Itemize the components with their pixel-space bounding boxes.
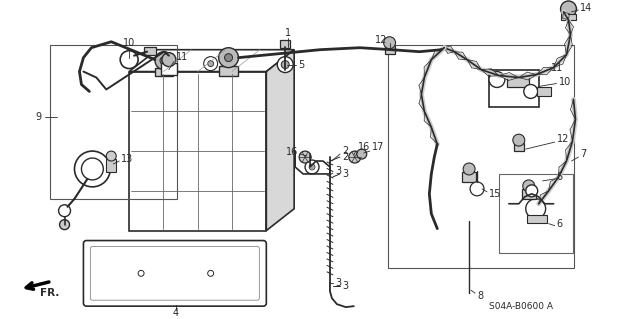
Text: 16: 16 <box>358 142 370 152</box>
Text: 3: 3 <box>335 166 341 176</box>
Circle shape <box>561 1 577 17</box>
Bar <box>462 172 476 182</box>
Bar <box>514 143 524 151</box>
Text: 2: 2 <box>342 146 348 156</box>
Text: FR.: FR. <box>40 288 59 298</box>
Circle shape <box>162 53 176 67</box>
Circle shape <box>277 57 293 72</box>
Bar <box>385 46 394 54</box>
Bar <box>499 174 573 254</box>
Polygon shape <box>266 50 294 231</box>
Text: 16: 16 <box>286 147 298 157</box>
FancyBboxPatch shape <box>83 241 266 306</box>
Text: 2: 2 <box>342 152 348 162</box>
Circle shape <box>208 61 214 67</box>
Circle shape <box>106 151 116 161</box>
Text: 11: 11 <box>550 63 563 73</box>
Circle shape <box>463 163 475 175</box>
Text: 14: 14 <box>580 3 593 13</box>
Circle shape <box>155 52 173 70</box>
Polygon shape <box>219 66 239 76</box>
Bar <box>388 45 575 268</box>
Circle shape <box>525 185 538 197</box>
Circle shape <box>383 37 396 49</box>
Circle shape <box>523 180 534 192</box>
Bar <box>527 215 547 223</box>
Text: 15: 15 <box>489 189 501 199</box>
Circle shape <box>299 151 311 163</box>
Circle shape <box>513 134 525 146</box>
Bar <box>50 45 177 199</box>
Circle shape <box>356 149 367 159</box>
Circle shape <box>305 160 319 174</box>
Text: 3: 3 <box>342 281 348 291</box>
Text: 10: 10 <box>559 77 571 86</box>
Polygon shape <box>106 159 116 172</box>
Circle shape <box>219 48 239 68</box>
Circle shape <box>208 271 214 276</box>
Circle shape <box>81 158 103 180</box>
Circle shape <box>349 151 361 163</box>
Polygon shape <box>155 68 173 76</box>
Circle shape <box>524 85 538 98</box>
Bar <box>561 14 577 20</box>
Text: 6: 6 <box>557 219 563 229</box>
Circle shape <box>120 51 138 69</box>
Bar <box>522 189 536 199</box>
Circle shape <box>74 151 110 187</box>
Circle shape <box>525 199 546 219</box>
Circle shape <box>225 54 232 62</box>
Bar <box>161 63 177 75</box>
Text: 10: 10 <box>123 38 135 48</box>
Bar <box>280 40 290 48</box>
Circle shape <box>60 220 70 230</box>
Circle shape <box>59 205 70 217</box>
Circle shape <box>204 57 218 70</box>
Circle shape <box>489 71 505 87</box>
Text: S04A-B0600 A: S04A-B0600 A <box>489 302 553 311</box>
Circle shape <box>160 57 168 65</box>
Circle shape <box>309 164 315 170</box>
Text: 5: 5 <box>298 60 305 70</box>
Bar <box>144 47 156 55</box>
Text: 11: 11 <box>176 52 188 62</box>
Bar <box>537 87 550 96</box>
Text: 9: 9 <box>36 112 42 122</box>
Text: 3: 3 <box>335 278 341 288</box>
Text: 17: 17 <box>372 142 384 152</box>
Bar <box>489 70 539 108</box>
Text: 7: 7 <box>580 149 587 159</box>
Circle shape <box>138 271 144 276</box>
Text: 12: 12 <box>557 134 569 144</box>
Text: 13: 13 <box>121 154 134 164</box>
Circle shape <box>281 61 289 69</box>
Bar <box>507 75 529 87</box>
Text: 3: 3 <box>342 169 348 179</box>
Text: 6: 6 <box>557 172 563 182</box>
Text: 8: 8 <box>477 291 483 301</box>
Text: 1: 1 <box>285 28 291 38</box>
Polygon shape <box>129 71 266 231</box>
Text: 12: 12 <box>375 35 388 45</box>
Text: 4: 4 <box>173 308 179 318</box>
Polygon shape <box>129 50 294 71</box>
Circle shape <box>470 182 484 196</box>
